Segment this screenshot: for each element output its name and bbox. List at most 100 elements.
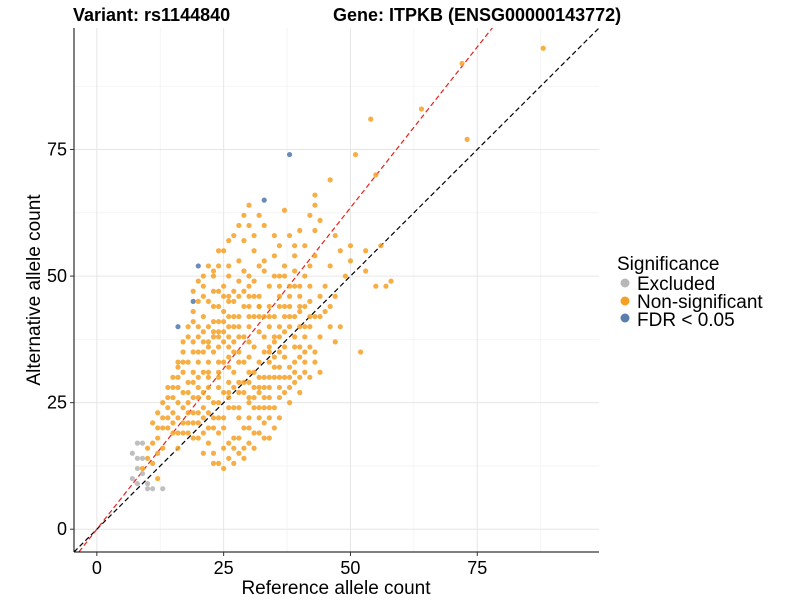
point-nonsig <box>312 349 318 355</box>
point-nonsig <box>236 278 242 284</box>
point-nonsig <box>190 319 196 325</box>
point-nonsig <box>226 324 232 330</box>
point-nonsig <box>165 405 171 411</box>
point-nonsig <box>307 298 313 304</box>
point-nonsig <box>180 349 186 355</box>
point-nonsig <box>297 344 303 350</box>
point-excluded <box>144 481 151 487</box>
point-nonsig <box>170 410 176 416</box>
point-nonsig <box>271 405 277 411</box>
point-nonsig <box>200 329 206 335</box>
point-nonsig <box>215 415 222 421</box>
point-nonsig <box>246 313 252 320</box>
point-nonsig <box>180 389 186 396</box>
point-nonsig <box>266 384 272 391</box>
point-nonsig <box>261 435 267 441</box>
point-nonsig <box>261 405 267 411</box>
point-nonsig <box>327 177 333 183</box>
point-nonsig <box>246 440 252 446</box>
point-nonsig <box>185 410 191 416</box>
point-nonsig <box>160 445 166 451</box>
point-nonsig <box>160 425 166 431</box>
point-nonsig <box>150 460 156 467</box>
point-nonsig <box>251 248 257 254</box>
point-nonsig <box>256 313 262 320</box>
point-nonsig <box>251 313 257 320</box>
point-nonsig <box>221 329 227 335</box>
point-nonsig <box>251 278 257 284</box>
point-nonsig <box>185 420 191 426</box>
point-fdr <box>286 151 293 158</box>
point-nonsig <box>215 334 222 340</box>
point-nonsig <box>246 303 252 310</box>
point-nonsig <box>261 394 267 401</box>
point-nonsig <box>195 298 201 304</box>
point-nonsig <box>292 243 298 249</box>
point-nonsig <box>160 415 166 421</box>
point-nonsig <box>195 374 201 380</box>
point-nonsig <box>261 313 267 320</box>
point-nonsig <box>210 415 217 421</box>
legend-label-nonsignificant: Non-significant <box>637 292 763 313</box>
title-gene: Gene: ITPKB (ENSG00000143772) <box>333 5 621 25</box>
point-nonsig <box>251 445 257 451</box>
point-nonsig <box>195 435 201 441</box>
point-nonsig <box>307 324 313 330</box>
point-nonsig <box>226 354 232 360</box>
point-nonsig <box>241 379 247 385</box>
point-nonsig <box>276 364 283 370</box>
point-nonsig <box>241 445 247 451</box>
point-nonsig <box>200 389 206 396</box>
point-nonsig <box>276 273 283 279</box>
point-nonsig <box>292 334 298 340</box>
point-nonsig <box>297 308 303 315</box>
point-nonsig <box>236 359 242 365</box>
point-fdr <box>175 324 181 330</box>
point-nonsig <box>246 283 252 289</box>
point-nonsig <box>236 405 242 411</box>
point-nonsig <box>322 308 328 315</box>
point-nonsig <box>226 313 232 320</box>
point-nonsig <box>165 384 171 391</box>
point-nonsig <box>281 329 288 335</box>
point-nonsig <box>205 410 212 416</box>
point-nonsig <box>271 354 277 360</box>
point-nonsig <box>215 303 222 310</box>
point-nonsig <box>276 283 283 289</box>
point-nonsig <box>317 293 323 299</box>
point-nonsig <box>286 400 293 406</box>
point-nonsig <box>210 319 217 325</box>
point-nonsig <box>266 303 272 310</box>
point-nonsig <box>236 293 242 299</box>
point-nonsig <box>312 313 318 320</box>
point-nonsig <box>170 374 176 380</box>
point-nonsig <box>312 359 318 365</box>
point-excluded <box>150 486 156 492</box>
point-nonsig <box>200 313 206 320</box>
point-nonsig <box>170 430 176 436</box>
point-nonsig <box>276 384 283 391</box>
point-nonsig <box>221 415 227 421</box>
point-nonsig <box>256 384 262 391</box>
point-nonsig <box>302 303 308 310</box>
point-nonsig <box>281 263 288 269</box>
point-nonsig <box>276 303 283 310</box>
point-nonsig <box>231 445 237 451</box>
point-nonsig <box>226 263 232 269</box>
point-nonsig <box>251 430 257 436</box>
point-nonsig <box>256 329 262 335</box>
point-nonsig <box>307 344 313 350</box>
legend-swatch-nonsignificant <box>620 296 630 306</box>
point-nonsig <box>251 293 257 299</box>
data-points <box>129 45 546 492</box>
point-nonsig <box>337 324 343 330</box>
point-nonsig <box>312 202 318 208</box>
point-nonsig <box>236 415 242 421</box>
point-nonsig <box>205 384 212 391</box>
point-nonsig <box>261 374 267 380</box>
point-nonsig <box>256 303 262 310</box>
point-nonsig <box>226 273 232 279</box>
x-tick-label: 75 <box>467 558 487 578</box>
point-nonsig <box>297 324 303 330</box>
point-excluded <box>139 470 146 477</box>
